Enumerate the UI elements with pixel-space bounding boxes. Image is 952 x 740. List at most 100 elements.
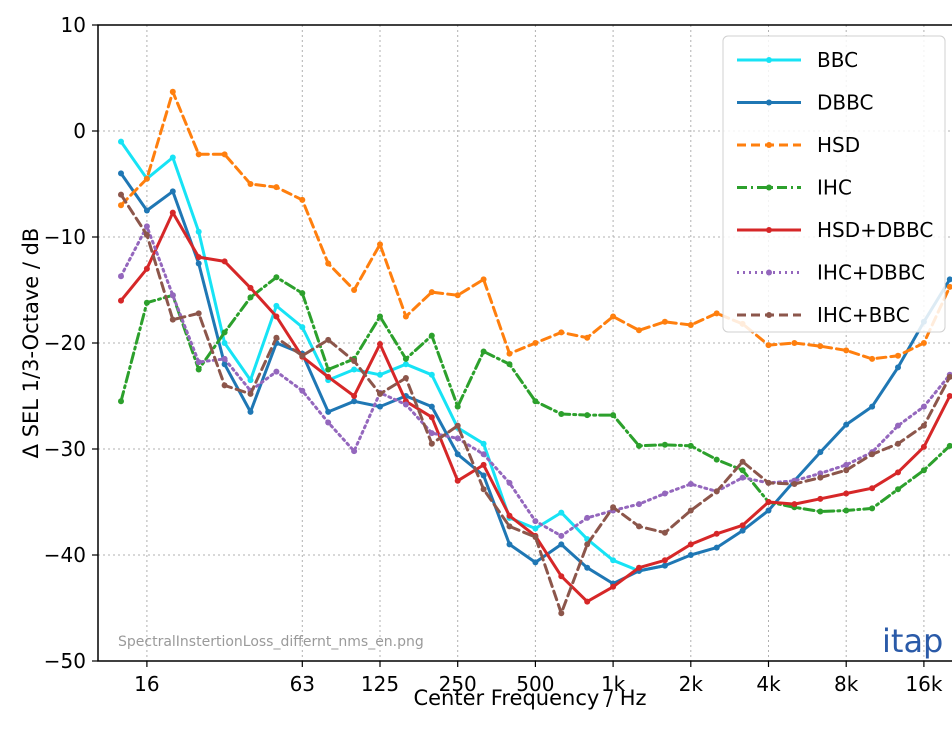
data-point [247,181,254,187]
data-point [195,228,202,235]
data-point [377,371,383,378]
data-point [661,318,668,325]
data-point [895,486,901,493]
data-point [221,151,228,158]
data-point [169,292,176,299]
data-point [584,514,591,521]
data-point [377,341,383,348]
legend-label: IHC [817,176,852,200]
data-point [454,292,461,299]
data-point [532,559,539,566]
legend-marker [766,57,772,63]
data-point [454,435,461,442]
data-point [920,340,927,346]
data-point [713,310,720,317]
data-point [661,557,668,564]
data-point [532,525,539,532]
data-point [325,366,332,373]
data-point [843,347,850,354]
data-point [843,421,850,428]
data-point [143,223,150,230]
data-point [195,260,202,267]
legend-marker [766,142,772,148]
data-point [791,480,798,487]
y-tick-label: 0 [73,119,86,143]
data-point [713,544,720,551]
legend-label: HSD+DBBC [817,218,933,242]
data-point [636,442,642,449]
data-point [480,440,487,447]
data-point [169,316,176,323]
data-point [946,373,952,380]
data-point [402,401,409,408]
data-point [869,451,876,458]
watermark: SpectralInstertionLoss_differnt_nms_en.p… [118,634,424,650]
legend-label: IHC+DBBC [817,261,925,285]
data-point [610,313,617,320]
data-point [817,474,824,481]
data-point [895,352,901,359]
data-point [506,512,513,519]
data-point [169,88,176,95]
data-point [610,504,617,511]
data-point [817,343,824,350]
data-point [195,359,202,366]
data-point [454,477,461,484]
data-point [610,583,617,590]
data-point [143,175,150,182]
data-point [480,472,487,479]
plot-frame [97,24,952,662]
data-point [299,290,306,297]
data-point [195,310,202,317]
data-point [247,284,254,291]
data-point [402,355,409,362]
data-point [739,458,746,465]
data-point [765,479,772,486]
data-point [817,495,824,502]
legend-label: IHC+BBC [817,303,910,327]
data-point [584,541,591,548]
data-point [920,422,927,429]
y-tick-label: −50 [44,649,86,673]
data-point [428,414,435,421]
data-point [118,202,124,209]
data-point [843,467,850,474]
data-point [247,377,254,384]
data-point [118,138,124,145]
data-point [454,422,461,429]
data-point [428,440,435,447]
data-point [143,207,150,214]
data-point [558,541,565,548]
data-point [558,610,565,617]
legend-item: IHC+BBC [737,303,910,327]
data-point [351,366,358,373]
legend-box [722,35,946,333]
data-point [713,488,720,495]
data-point [299,324,306,331]
data-point [869,505,876,512]
data-point [636,501,642,508]
data-point [739,522,746,529]
data-point [661,441,668,448]
data-point [558,573,565,580]
x-tick-label: 8k [834,672,859,696]
y-tick-label: 10 [61,13,86,37]
series-bbc [118,138,668,574]
data-point [143,265,150,272]
y-tick-label: −10 [44,225,86,249]
data-point [273,334,280,341]
series-line [119,140,667,573]
data-point [480,451,487,458]
data-point [118,273,124,280]
data-point [636,564,642,571]
data-point [843,490,850,497]
data-point [506,350,513,357]
x-axis-label: Center Frequency / Hz [413,686,646,710]
data-point [713,456,720,463]
data-point [299,196,306,203]
data-point [869,355,876,362]
data-point [687,442,694,449]
legend-marker [766,184,772,191]
legend-label: HSD [817,133,860,157]
